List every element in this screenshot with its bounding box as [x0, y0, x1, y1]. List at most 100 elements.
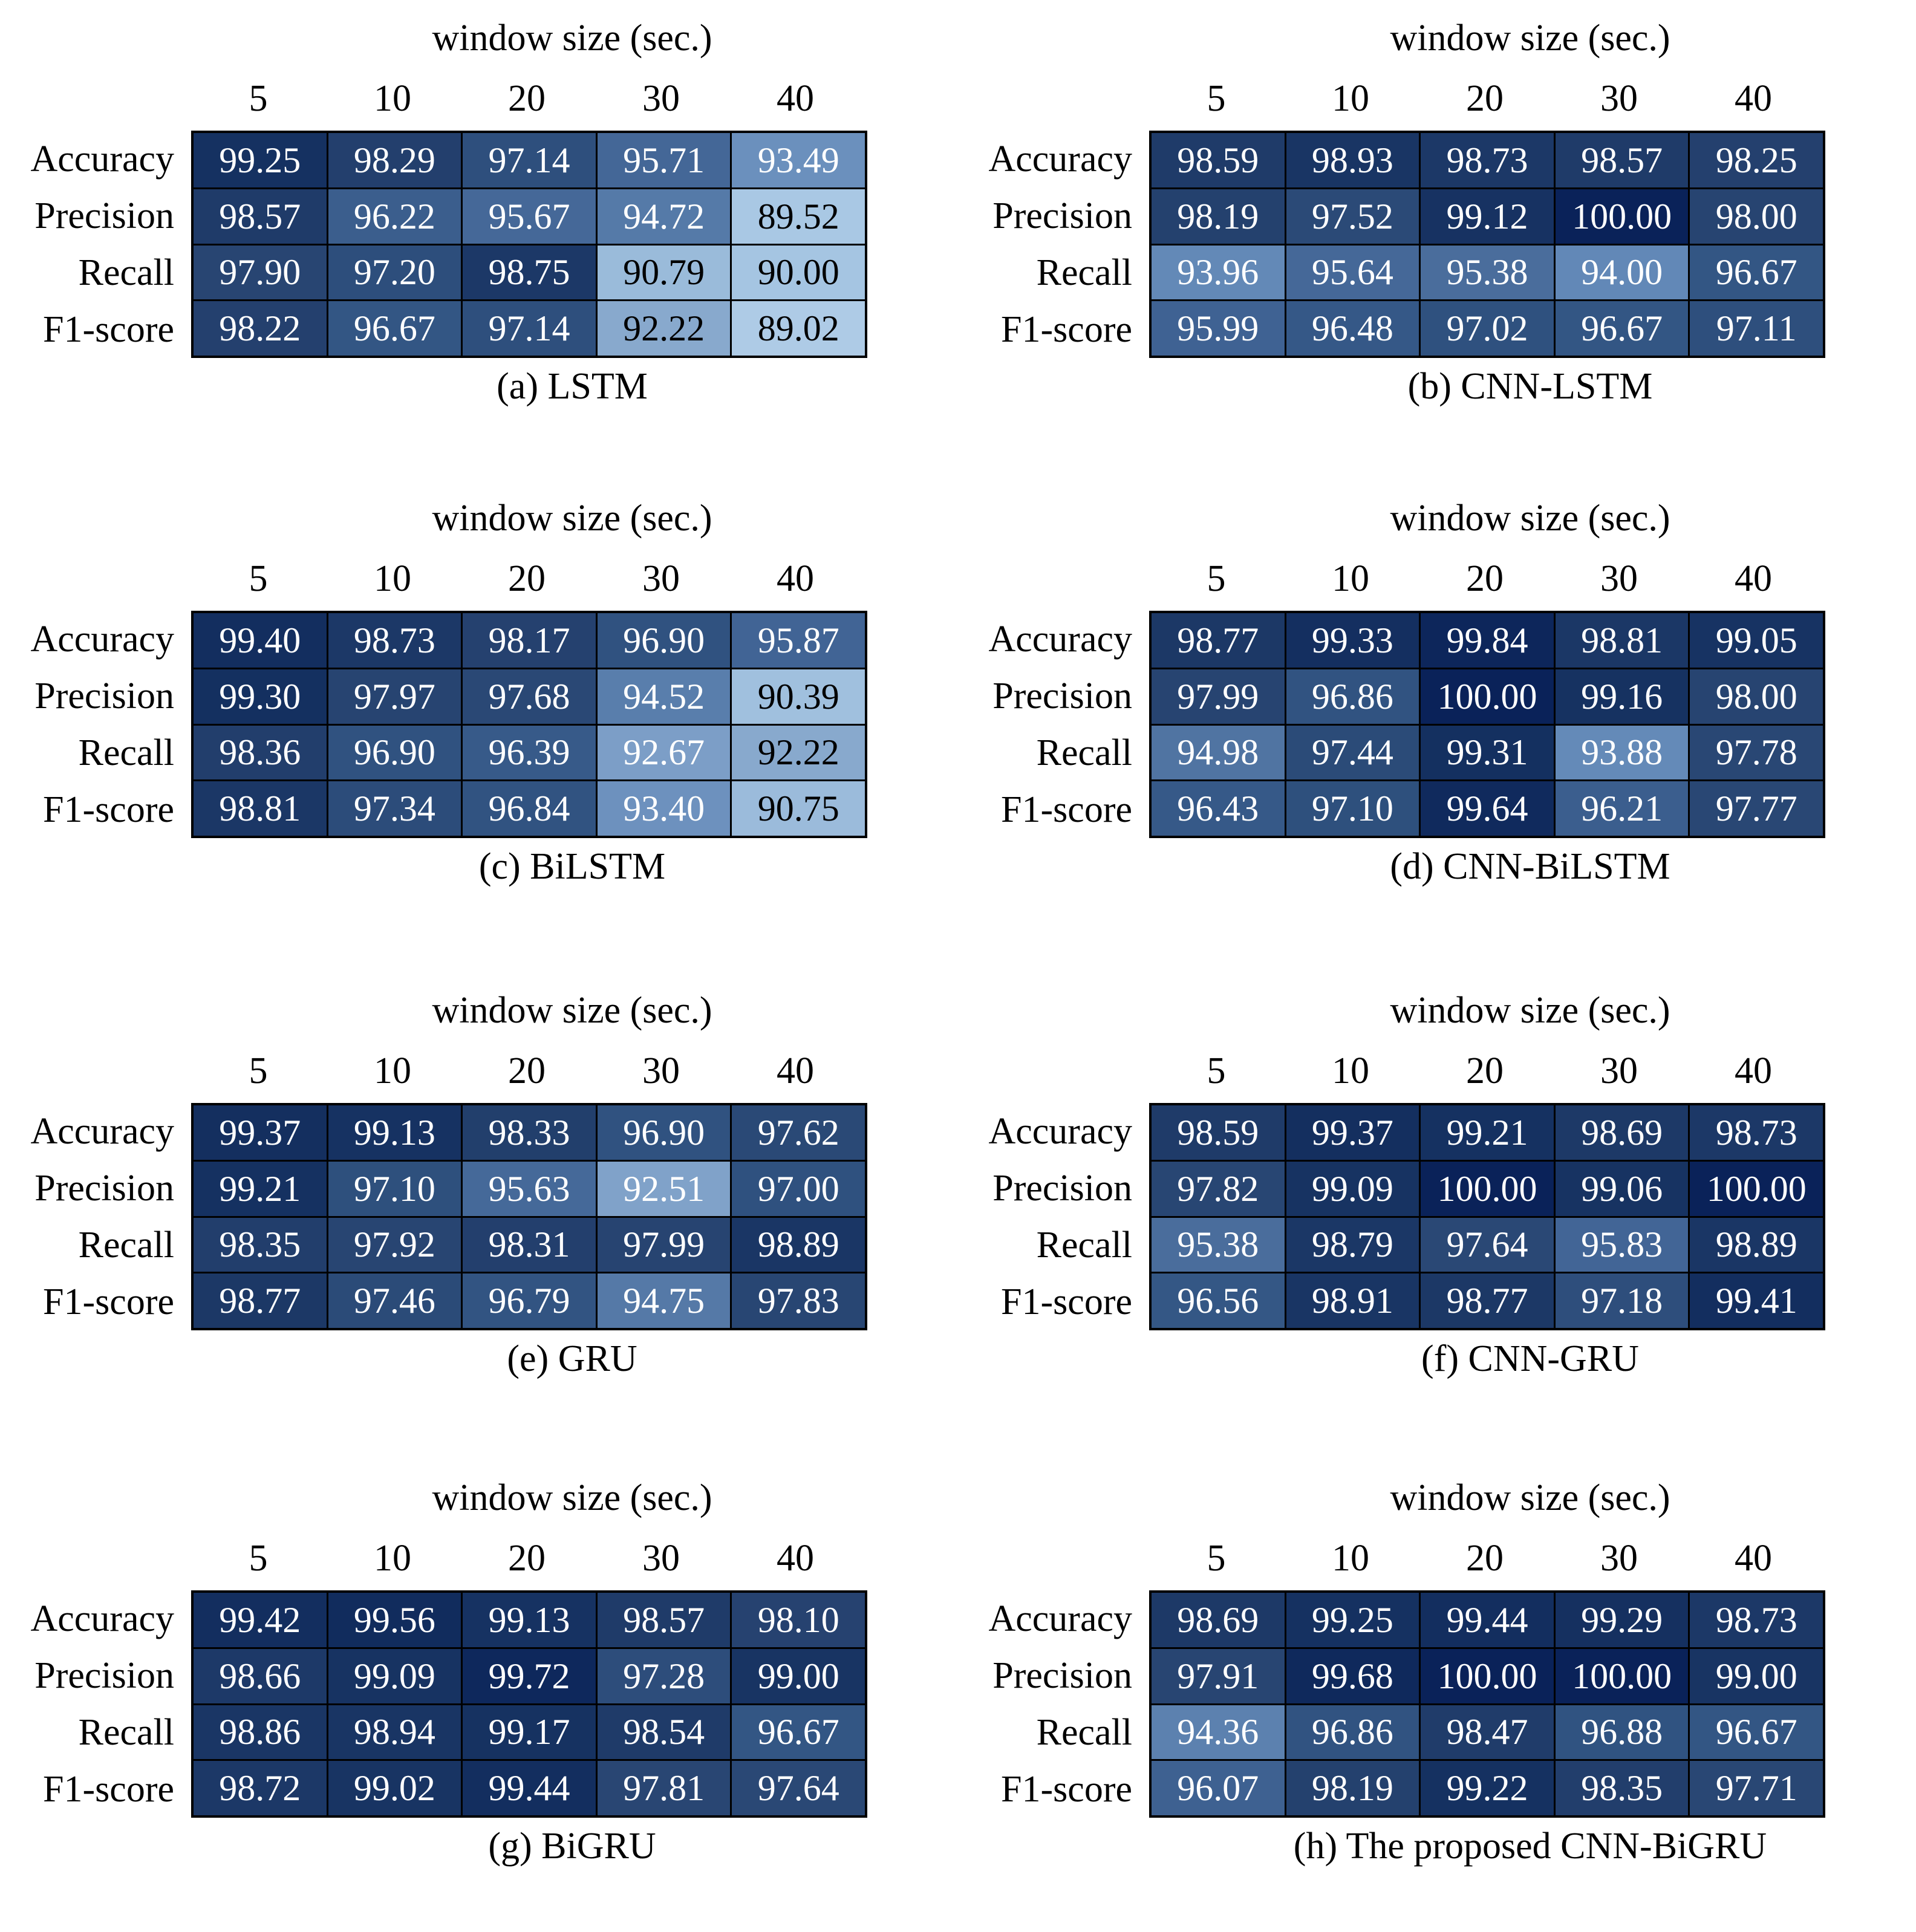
- heatmap-cell: 99.68: [1286, 1648, 1419, 1703]
- col-header-40: 40: [777, 558, 814, 599]
- heatmap-cell: 90.00: [732, 245, 865, 300]
- row-label-precision: Precision: [34, 1654, 174, 1696]
- window-size-axis-title: window size (sec.): [432, 498, 712, 539]
- col-header-30: 30: [1600, 1538, 1638, 1579]
- heatmap-cell: 99.29: [1555, 1593, 1689, 1647]
- heatmap-cell: 96.67: [1690, 245, 1823, 300]
- row-label-accuracy: Accuracy: [988, 1598, 1133, 1639]
- heatmap-cell: 99.00: [732, 1648, 865, 1703]
- heatmap-cell: 93.49: [732, 133, 865, 187]
- heatmap-cell: 94.00: [1555, 245, 1689, 300]
- row-label-f1-score: F1-score: [1001, 1281, 1132, 1322]
- col-header-20: 20: [508, 1538, 546, 1579]
- col-header-10: 10: [1332, 1050, 1369, 1091]
- heatmap-cell: 99.37: [1286, 1105, 1419, 1160]
- heatmap-cell: 95.71: [597, 133, 731, 187]
- heatmap-cell: 99.12: [1421, 189, 1554, 244]
- subfigure-caption: (a) LSTM: [497, 366, 648, 407]
- heatmap-cell: 97.34: [328, 781, 461, 836]
- row-labels: Accuracy Precision Recall F1-score: [0, 1103, 183, 1330]
- window-size-axis-title: window size (sec.): [1390, 1477, 1670, 1518]
- heatmap-cell: 96.90: [328, 725, 461, 780]
- row-label-precision: Precision: [34, 675, 174, 717]
- heatmap-cell: 99.13: [463, 1593, 596, 1647]
- heatmap-cell: 97.14: [463, 301, 596, 356]
- row-label-recall: Recall: [1036, 252, 1132, 293]
- heatmap-cell: 99.41: [1690, 1273, 1823, 1328]
- heatmap-cell: 98.35: [194, 1217, 327, 1272]
- col-header-20: 20: [508, 78, 546, 119]
- heatmap-cell: 97.64: [732, 1761, 865, 1815]
- heatmap-cell: 95.63: [463, 1161, 596, 1216]
- column-headers: 5 10 20 30 40: [1149, 77, 1820, 120]
- row-label-f1-score: F1-score: [1001, 308, 1132, 350]
- col-header-10: 10: [374, 558, 411, 599]
- heatmap-cell: 98.91: [1286, 1273, 1419, 1328]
- col-header-40: 40: [777, 1538, 814, 1579]
- heatmap-cell: 93.96: [1152, 245, 1285, 300]
- heatmap-cell: 96.86: [1286, 1705, 1419, 1760]
- heatmap-cell: 94.75: [597, 1273, 731, 1328]
- col-header-30: 30: [1600, 1050, 1638, 1091]
- heatmap-cell: 97.64: [1421, 1217, 1554, 1272]
- heatmap-cell: 96.67: [1690, 1705, 1823, 1760]
- row-label-precision: Precision: [34, 195, 174, 236]
- row-label-recall: Recall: [78, 1224, 174, 1266]
- heatmap-cell: 98.00: [1690, 669, 1823, 724]
- heatmap-cell: 98.22: [194, 301, 327, 356]
- heatmap-cell: 94.72: [597, 189, 731, 244]
- subfigure-caption: (g) BiGRU: [488, 1826, 656, 1867]
- row-label-accuracy: Accuracy: [30, 618, 175, 660]
- column-headers: 5 10 20 30 40: [191, 558, 862, 600]
- heatmap-cell: 97.91: [1152, 1648, 1285, 1703]
- heatmap-cell: 98.77: [194, 1273, 327, 1328]
- heatmap-cell: 98.73: [328, 613, 461, 668]
- subfigure-caption: (e) GRU: [507, 1338, 637, 1379]
- heatmap-grid: 99.42 99.56 99.13 98.57 98.10 98.66 99.09 99.72…: [191, 1590, 867, 1818]
- heatmap-grid: 98.59 99.37 99.21 98.69 98.73 97.82 99.09 100.0…: [1149, 1103, 1825, 1330]
- heatmap-cell: 99.13: [328, 1105, 461, 1160]
- row-label-precision: Precision: [992, 675, 1132, 717]
- row-label-accuracy: Accuracy: [30, 1598, 175, 1639]
- heatmap-cell: 100.00: [1421, 1648, 1554, 1703]
- heatmap-cell: 99.40: [194, 613, 327, 668]
- row-label-precision: Precision: [992, 1167, 1132, 1209]
- row-labels: Accuracy Precision Recall F1-score: [0, 131, 183, 358]
- heatmap-cell: 96.67: [732, 1705, 865, 1760]
- row-label-recall: Recall: [1036, 1224, 1132, 1266]
- col-header-5: 5: [249, 78, 268, 119]
- col-header-5: 5: [1207, 558, 1226, 599]
- heatmap-cell: 96.84: [463, 781, 596, 836]
- heatmap-cell: 99.56: [328, 1593, 461, 1647]
- heatmap-grid: 99.40 98.73 98.17 96.90 95.87 99.30 97.97 97.68…: [191, 611, 867, 838]
- heatmap-cell: 98.94: [328, 1705, 461, 1760]
- heatmap-cell: 97.99: [597, 1217, 731, 1272]
- heatmap-cell: 93.40: [597, 781, 731, 836]
- heatmap-cell: 98.17: [463, 613, 596, 668]
- col-header-5: 5: [249, 1538, 268, 1579]
- heatmap-cell: 96.86: [1286, 669, 1419, 724]
- heatmap-cell: 98.57: [597, 1593, 731, 1647]
- row-label-f1-score: F1-score: [43, 1768, 174, 1810]
- col-header-10: 10: [1332, 558, 1369, 599]
- heatmap-cell: 95.83: [1555, 1217, 1689, 1272]
- row-label-accuracy: Accuracy: [30, 1110, 175, 1152]
- heatmap-cell: 96.39: [463, 725, 596, 780]
- col-header-5: 5: [1207, 1538, 1226, 1579]
- heatmap-cell: 89.02: [732, 301, 865, 356]
- heatmap-cell: 99.31: [1421, 725, 1554, 780]
- column-headers: 5 10 20 30 40: [191, 1050, 862, 1093]
- heatmap-cell: 96.67: [328, 301, 461, 356]
- heatmap-cell: 98.57: [194, 189, 327, 244]
- heatmap-cell: 99.64: [1421, 781, 1554, 836]
- heatmap-cell: 98.81: [1555, 613, 1689, 668]
- subfigure-caption: (h) The proposed CNN-BiGRU: [1293, 1826, 1767, 1867]
- col-header-5: 5: [249, 1050, 268, 1091]
- heatmap-cell: 99.06: [1555, 1161, 1689, 1216]
- row-label-f1-score: F1-score: [43, 308, 174, 350]
- heatmap-cell: 99.21: [194, 1161, 327, 1216]
- heatmap-cell: 97.90: [194, 245, 327, 300]
- subfigure-caption: (f) CNN-GRU: [1421, 1338, 1639, 1379]
- heatmap-cell: 89.52: [732, 189, 865, 244]
